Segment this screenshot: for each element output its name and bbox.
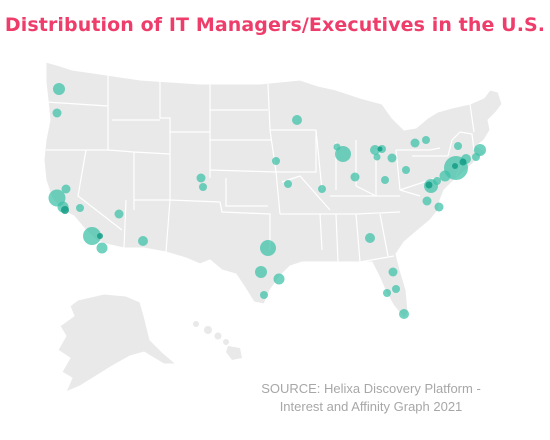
bubble-columbus[interactable] <box>381 176 389 184</box>
city-bubble-cores <box>61 146 467 239</box>
source-line-1: SOURCE: Helixa Discovery Platform - <box>261 381 481 396</box>
bubble-chicago[interactable] <box>335 146 351 162</box>
bubble-minneapolis[interactable] <box>292 115 302 125</box>
bubble-colorado-springs[interactable] <box>199 183 207 191</box>
bubble-louisville[interactable] <box>318 185 326 193</box>
bubble-miami[interactable] <box>399 309 409 319</box>
alaska-shape <box>57 293 178 393</box>
hawaii-shape <box>193 321 242 360</box>
bubble-baltimore[interactable] <box>433 177 441 185</box>
bubble-richmond[interactable] <box>422 196 432 206</box>
bubble-austin[interactable] <box>255 266 267 278</box>
bubble-toledo[interactable] <box>373 153 381 161</box>
bubble-denver[interactable] <box>196 173 206 183</box>
bubble-san-antonio[interactable] <box>260 291 268 299</box>
bubble-houston[interactable] <box>273 273 285 285</box>
source-line-2: Interest and Affinity Graph 2021 <box>279 399 463 414</box>
bubble-philadelphia[interactable] <box>439 170 451 182</box>
bubble-seattle[interactable] <box>53 83 65 95</box>
bubble-rochester[interactable] <box>422 136 430 144</box>
bubble-kansas-city[interactable] <box>284 180 292 188</box>
state-borders <box>45 74 475 263</box>
city-bubbles <box>48 83 486 319</box>
bubble-salt-lake[interactable] <box>114 209 124 219</box>
bubble-boston[interactable] <box>474 144 486 156</box>
bubble-phoenix[interactable] <box>138 236 148 246</box>
bubble-milwaukee[interactable] <box>333 143 341 151</box>
bubble-san-diego[interactable] <box>96 242 108 254</box>
bubble-los-angeles[interactable] <box>83 227 101 245</box>
bubble-buffalo[interactable] <box>410 138 420 148</box>
bubble-atlanta[interactable] <box>365 233 375 243</box>
bubble-portland[interactable] <box>52 108 62 118</box>
bubble-pittsburgh[interactable] <box>402 166 410 174</box>
bubble-dallas[interactable] <box>260 240 276 256</box>
bubble-orlando[interactable] <box>388 267 398 277</box>
bubble-albany[interactable] <box>454 142 462 150</box>
bubble-cleveland[interactable] <box>387 153 397 163</box>
map-title: Distribution of IT Managers/Executives i… <box>4 14 546 36</box>
bubble-jacksonville[interactable] <box>392 285 400 293</box>
source-note: SOURCE: Helixa Discovery Platform - Inte… <box>236 380 506 416</box>
bubble-detroit[interactable] <box>370 145 380 155</box>
bubble-sioux-falls[interactable] <box>272 157 280 165</box>
bubble-sacramento[interactable] <box>61 184 71 194</box>
bubble-tampa[interactable] <box>383 289 391 297</box>
bubble-norfolk[interactable] <box>434 202 444 212</box>
bubble-reno[interactable] <box>76 204 84 212</box>
bubble-providence[interactable] <box>472 153 480 161</box>
bubble-indianapolis[interactable] <box>350 172 360 182</box>
